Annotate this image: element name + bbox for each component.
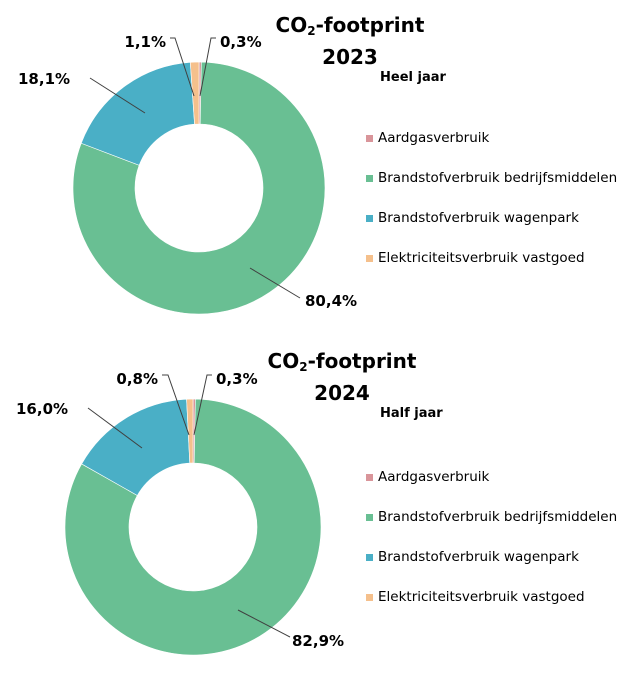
legend-item-vastgoed: Elektriciteitsverbruik vastgoed [366, 238, 617, 278]
data-label: 0,8% [116, 370, 158, 388]
legend: Aardgasverbruik Brandstofverbruik bedrij… [366, 118, 617, 278]
donut-chart-2024: 0,3% 82,9% 16,0% 0,8% [16, 370, 344, 656]
chart-year: 2023 [322, 45, 378, 69]
legend-swatch [366, 134, 373, 142]
leader-line [89, 77, 146, 114]
legend-swatch [366, 174, 373, 182]
legend-item-bedrijfsmiddelen: Brandstofverbruik bedrijfsmiddelen [366, 158, 617, 198]
title-subscript: 2 [307, 24, 316, 38]
legend-item-aardgas: Aardgasverbruik [366, 457, 617, 497]
slice-brandstofverbruik-bedrijfsmiddelen [64, 398, 322, 656]
donut-chart-2023: 0,3% 80,4% 18,1% 1,1% [18, 33, 357, 315]
leader-line [193, 374, 212, 436]
data-label: 0,3% [216, 370, 258, 388]
chart-period: Half jaar [380, 406, 443, 421]
legend-label: Brandstofverbruik bedrijfsmiddelen [378, 509, 618, 525]
legend-label: Aardgasverbruik [378, 130, 490, 146]
data-label: 16,0% [16, 400, 68, 418]
legend-swatch [366, 513, 373, 521]
legend-item-wagenpark: Brandstofverbruik wagenpark [366, 198, 617, 238]
legend-swatch [366, 473, 373, 481]
leader-line [170, 37, 195, 97]
title-co: CO [267, 349, 300, 373]
slice-elektriciteitsverbruik-vastgoed [186, 398, 194, 464]
title-subscript: 2 [299, 360, 308, 374]
chart-period: Heel jaar [380, 70, 446, 85]
leader-line [87, 407, 143, 449]
legend-label: Brandstofverbruik wagenpark [378, 210, 579, 226]
data-label: 0,3% [220, 33, 262, 51]
legend-label: Brandstofverbruik bedrijfsmiddelen [378, 170, 618, 186]
slice-brandstofverbruik-wagenpark [80, 61, 195, 166]
leader-line [199, 37, 216, 97]
data-label: 1,1% [124, 33, 166, 51]
chart-year: 2024 [314, 381, 370, 405]
data-label: 82,9% [292, 632, 344, 650]
leader-line [249, 267, 301, 299]
title-footprint: -footprint [307, 349, 417, 373]
legend: Aardgasverbruik Brandstofverbruik bedrij… [366, 457, 617, 617]
legend-swatch [366, 593, 373, 601]
legend-item-bedrijfsmiddelen: Brandstofverbruik bedrijfsmiddelen [366, 497, 617, 537]
leader-line [237, 609, 291, 638]
chart-panel-2023: 0,3% 80,4% 18,1% 1,1% CO2-footprint 2023 He… [0, 0, 627, 335]
legend-label: Elektriciteitsverbruik vastgoed [378, 250, 585, 266]
title-footprint: -footprint [315, 13, 425, 37]
legend-swatch [366, 553, 373, 561]
legend-label: Elektriciteitsverbruik vastgoed [378, 589, 585, 605]
chart-panel-2024: 0,3% 82,9% 16,0% 0,8% CO2-footprint 2024 Ha… [0, 340, 627, 675]
data-label: 80,4% [305, 292, 357, 310]
legend-item-vastgoed: Elektriciteitsverbruik vastgoed [366, 577, 617, 617]
title-co: CO [275, 13, 308, 37]
legend-label: Aardgasverbruik [378, 469, 490, 485]
legend-swatch [366, 214, 373, 222]
legend-item-aardgas: Aardgasverbruik [366, 118, 617, 158]
slice-brandstofverbruik-bedrijfsmiddelen [72, 61, 326, 315]
leader-line [162, 374, 190, 436]
data-label: 18,1% [18, 70, 70, 88]
chart-title: CO2-footprint 2024 [232, 348, 452, 406]
legend-swatch [366, 254, 373, 262]
chart-title: CO2-footprint 2023 [240, 12, 460, 70]
slice-elektriciteitsverbruik-vastgoed [189, 61, 200, 125]
legend-item-wagenpark: Brandstofverbruik wagenpark [366, 537, 617, 577]
legend-label: Brandstofverbruik wagenpark [378, 549, 579, 565]
